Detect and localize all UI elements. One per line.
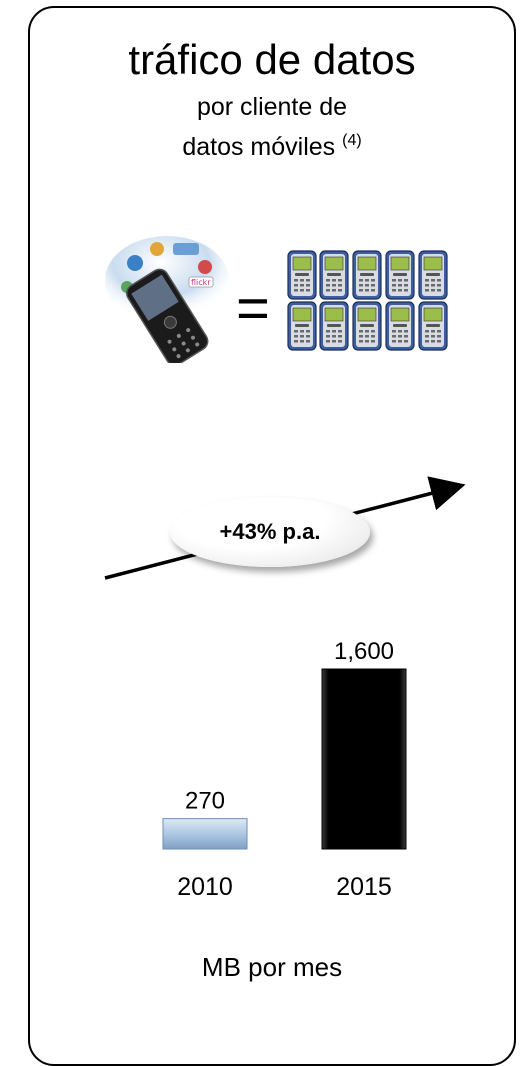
feature-phone-grid	[287, 250, 448, 351]
category-label-2015: 2015	[336, 873, 392, 901]
value-label-2015: 1,600	[334, 640, 394, 665]
growth-rate-badge: +43% p.a.	[170, 497, 370, 567]
footnote-reference: (4)	[342, 132, 362, 149]
smartphone-icon: flickr	[105, 236, 229, 363]
chart-subtitle-line2: datos móviles (4)	[28, 126, 516, 162]
units-label: MB por mes	[201, 952, 343, 982]
feature-phone-icon	[385, 301, 415, 351]
feature-phone-icon	[287, 301, 317, 351]
subtitle-text: datos móviles	[182, 133, 336, 161]
feature-phone-icon	[319, 301, 349, 351]
feature-phone-icon	[319, 250, 349, 300]
feature-phone-icon	[352, 250, 382, 300]
feature-phone-icon	[385, 250, 415, 300]
feature-phone-icon	[418, 250, 448, 300]
category-label-2010: 2010	[177, 873, 233, 901]
equals-sign: =	[236, 276, 270, 341]
svg-text:flickr: flickr	[191, 278, 211, 287]
bar-2010	[162, 818, 248, 850]
chart-subtitle-line1: por cliente de	[196, 93, 348, 121]
value-label-2010: 270	[185, 788, 225, 815]
feature-phone-icon	[287, 250, 317, 300]
feature-phone-icon	[418, 301, 448, 351]
bar-chart: 270 1,600 2010 2015	[162, 640, 407, 901]
chart-title: tráfico de datos	[128, 36, 416, 83]
bar-2015	[321, 668, 407, 850]
feature-phone-icon	[352, 301, 382, 351]
